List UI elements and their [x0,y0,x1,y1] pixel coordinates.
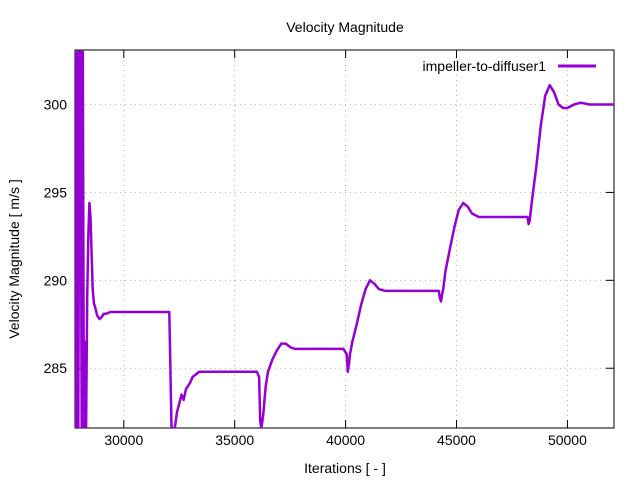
series-layer [75,50,614,428]
chart-title: Velocity Magnitude [286,19,404,35]
x-tick-label: 40000 [326,432,365,448]
tick-labels: 30000 35000 40000 45000 50000 285 290 295 300 [44,97,587,448]
plot-border [74,49,615,429]
legend: impeller-to-diffuser1 [423,58,596,74]
x-axis-title: Iterations [ - ] [304,460,386,476]
x-tick-label: 50000 [548,432,587,448]
y-tick-label: 285 [44,360,68,376]
y-tick-label: 300 [44,97,68,113]
y-axis-title: Velocity Magnitude [ m/s ] [6,179,22,339]
legend-label: impeller-to-diffuser1 [423,58,547,74]
grid-lines [75,50,614,428]
axis-ticks [75,50,614,428]
x-tick-label: 35000 [215,432,254,448]
series-line-0 [75,50,614,428]
y-tick-label: 295 [44,184,68,200]
x-tick-label: 45000 [437,432,476,448]
y-tick-label: 290 [44,272,68,288]
x-tick-label: 30000 [104,432,143,448]
